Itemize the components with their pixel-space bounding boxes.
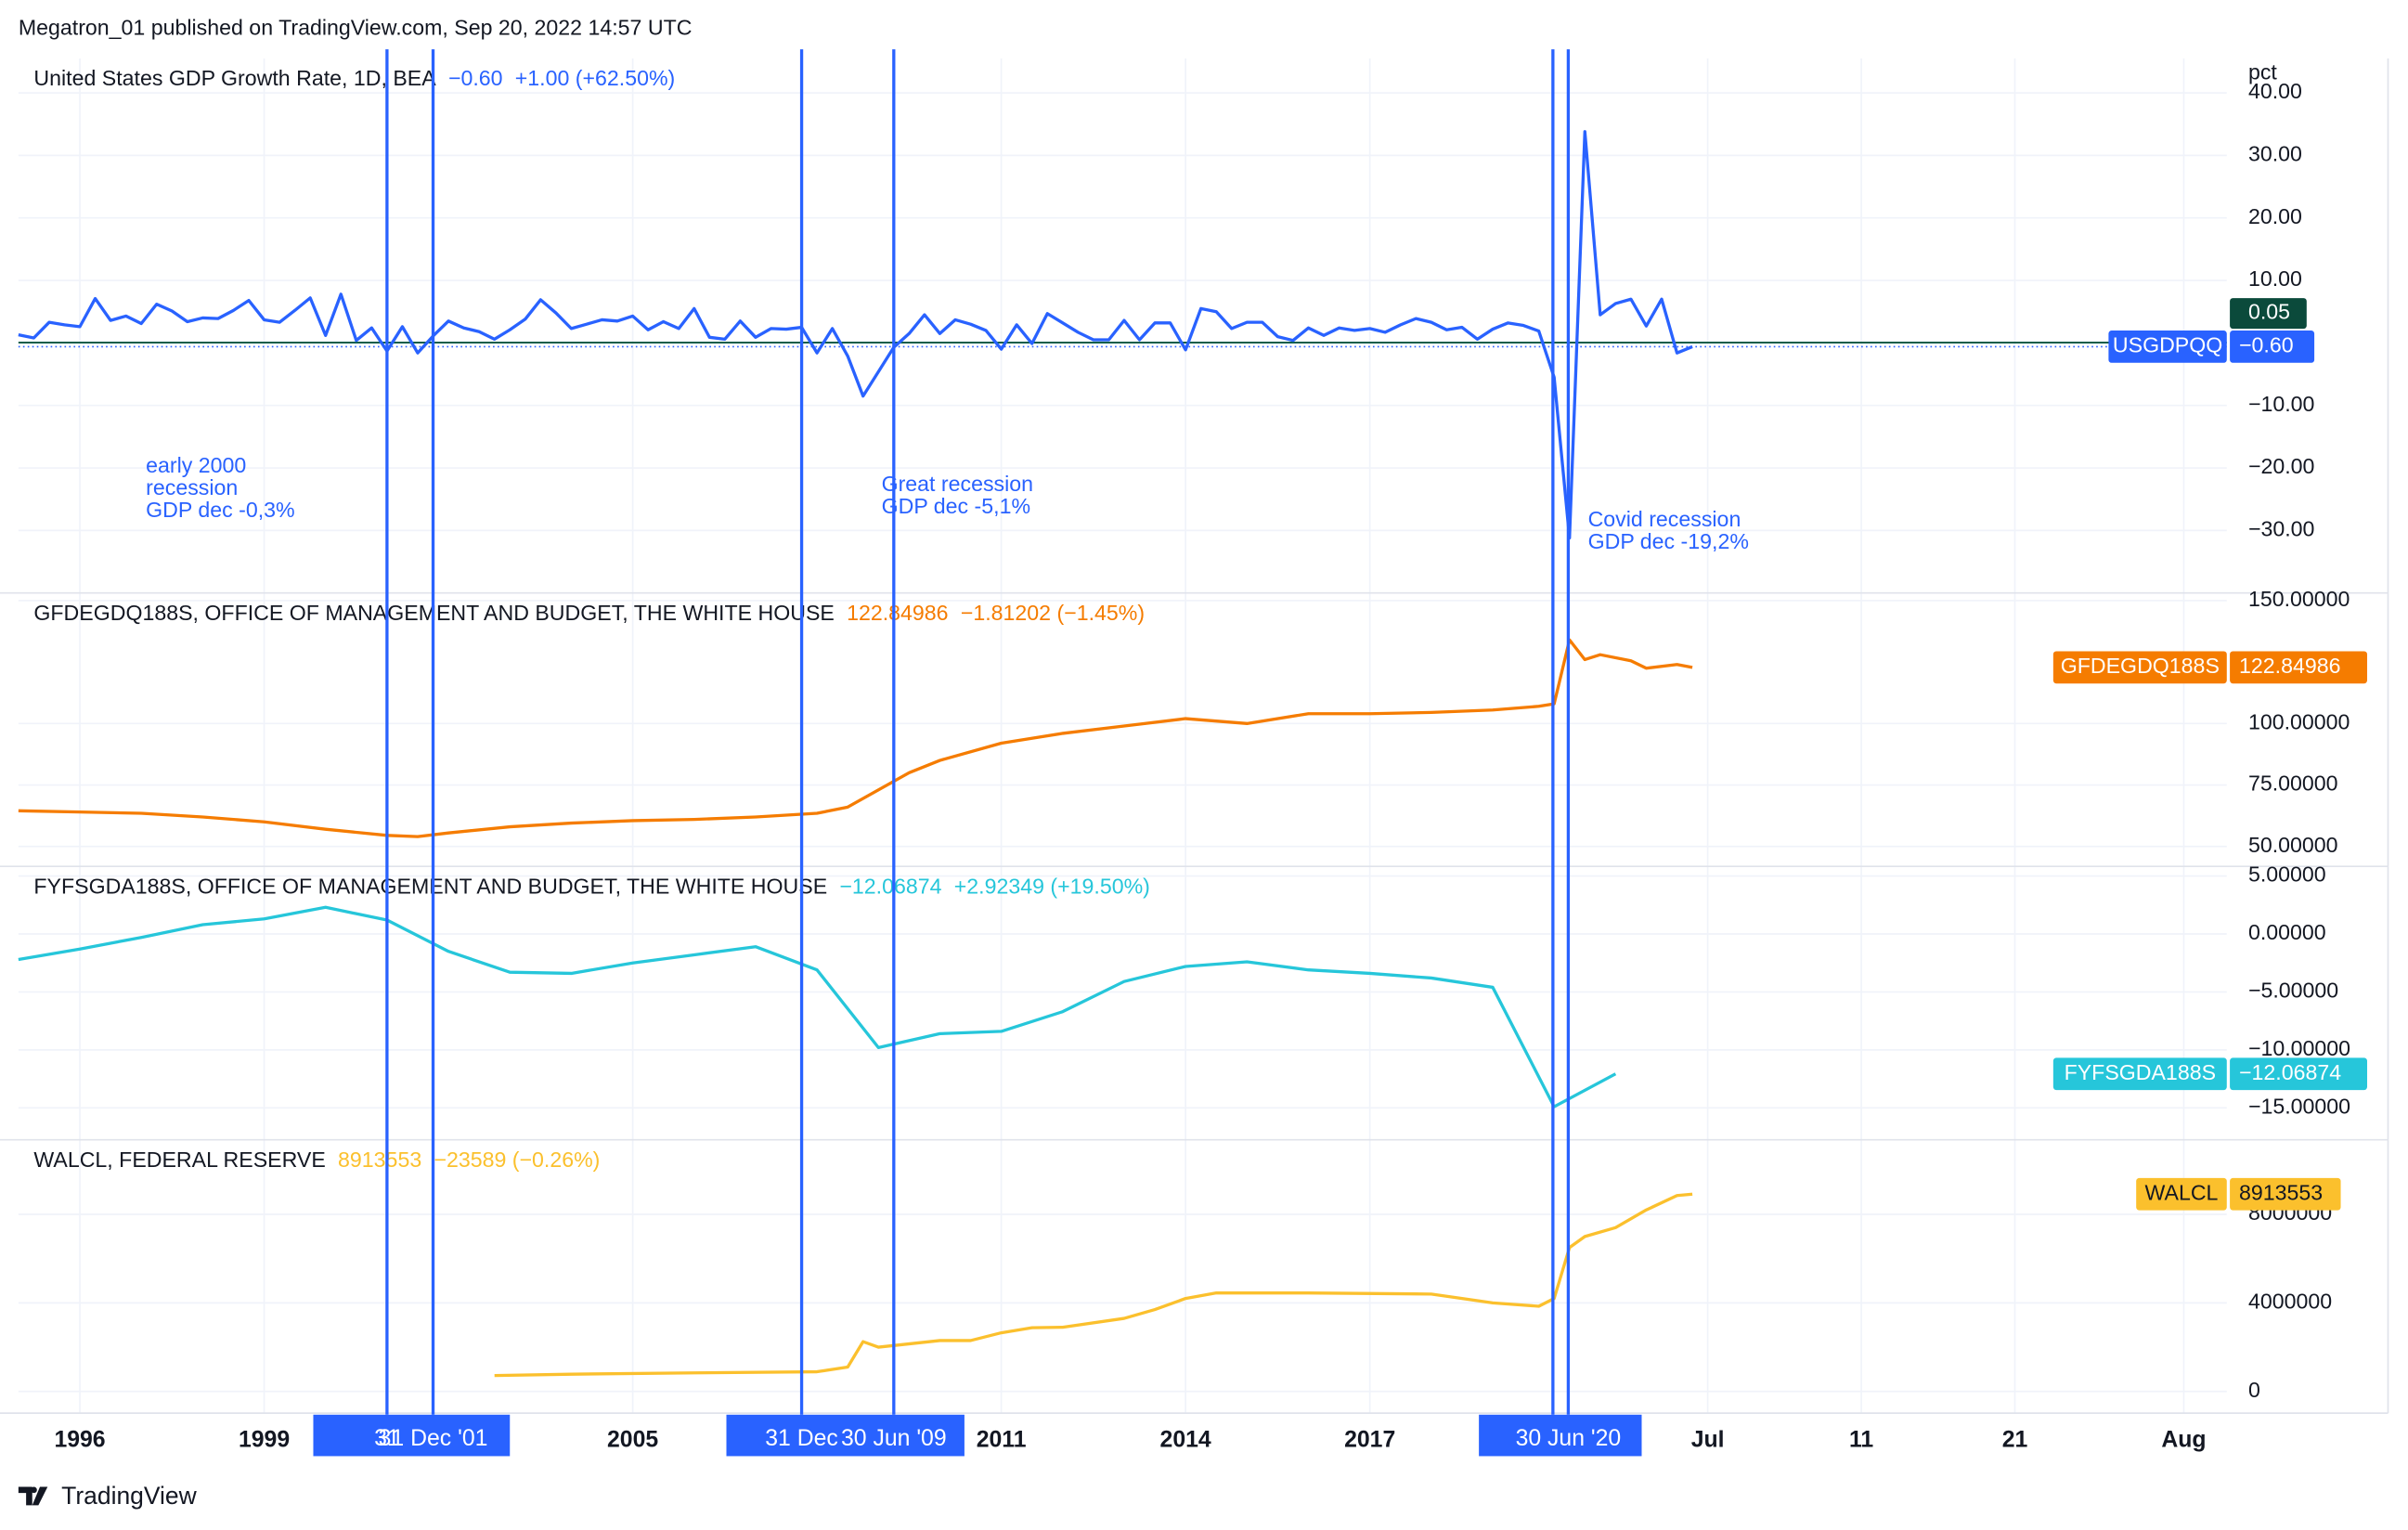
y-tick-label: 150.00000 — [2248, 587, 2350, 611]
series-line — [494, 1192, 1693, 1378]
y-tick-label: 4000000 — [2248, 1290, 2332, 1314]
legend-last: 122.84986 — [847, 601, 948, 625]
tag-value-bg — [2230, 1057, 2367, 1091]
y-tick-label: −5.00000 — [2248, 979, 2338, 1003]
y-tick-label: 5.00000 — [2248, 862, 2326, 887]
legend: FYFSGDA188S, OFFICE OF MANAGEMENT AND BU… — [33, 874, 1150, 898]
tag-value-bg — [2230, 1177, 2341, 1211]
x-tick-label: Jul — [1691, 1427, 1725, 1452]
legend-change: +2.92349 (+19.50%) — [954, 874, 1150, 898]
y-tick-label: 0 — [2248, 1378, 2260, 1402]
time-marker-label: 30 Jun '09 — [841, 1426, 947, 1451]
y-tick-label: 0.00000 — [2248, 920, 2326, 944]
x-tick-label: 2005 — [607, 1427, 658, 1452]
time-marker-label: 30 Jun '20 — [1516, 1426, 1622, 1451]
y-tick-label: −10.00 — [2248, 392, 2314, 416]
tag-bg — [2108, 331, 2227, 363]
y-tick-label: −15.00000 — [2248, 1094, 2350, 1118]
legend-last: −12.06874 — [839, 874, 941, 898]
legend: WALCL, FEDERAL RESERVE 8913553 −23589 (−0.… — [33, 1148, 600, 1172]
time-marker-label: 31 Dec — [765, 1426, 838, 1451]
tag-bg — [2052, 651, 2227, 684]
time-marker-label: 31 — [374, 1426, 400, 1451]
tag-bg — [2136, 1177, 2227, 1211]
y-tick-label: −30.00 — [2248, 517, 2314, 541]
tag-bg — [2052, 1057, 2227, 1091]
tag-value: −0.60 — [2239, 333, 2294, 357]
series-tag: USGDPQQ — [2113, 333, 2222, 357]
x-tick-label: 2014 — [1160, 1427, 1211, 1452]
legend: GFDEGDQ188S, OFFICE OF MANAGEMENT AND BU… — [33, 601, 1145, 625]
series-line — [18, 905, 1617, 1109]
x-tick-label: 11 — [1849, 1427, 1873, 1452]
marker-label-bg — [726, 1414, 964, 1457]
y-tick-label: 20.00 — [2248, 204, 2302, 228]
legend-change: −23589 (−0.26%) — [434, 1148, 600, 1172]
marker-label-bg — [313, 1414, 511, 1457]
level-tag-bg — [2230, 298, 2307, 330]
time-marker-label: 31 Dec '01 — [379, 1426, 488, 1451]
annotation: GDP dec -19,2% — [1588, 529, 1749, 553]
annotation: GDP dec -0,3% — [146, 498, 294, 522]
legend-title: FYFSGDA188S, OFFICE OF MANAGEMENT AND BU… — [33, 874, 827, 898]
unit-label: pct — [2248, 60, 2277, 84]
legend-title: United States GDP Growth Rate, 1D, BEA — [33, 66, 436, 90]
footer: TradingView — [61, 1482, 197, 1510]
logo-mark — [18, 1486, 48, 1506]
y-tick-label: 50.00000 — [2248, 833, 2338, 857]
legend: United States GDP Growth Rate, 1D, BEA −0… — [33, 66, 675, 90]
y-tick-label: 10.00 — [2248, 266, 2302, 291]
annotation: Great recession — [882, 472, 1033, 496]
tag-value: 8913553 — [2239, 1180, 2323, 1204]
level-tag: 0.05 — [2248, 300, 2290, 324]
x-tick-label: 21 — [2002, 1427, 2028, 1452]
series-tag: WALCL — [2145, 1180, 2219, 1204]
legend-last: 8913553 — [338, 1148, 421, 1172]
legend-last: −0.60 — [448, 66, 503, 90]
annotation: Covid recession — [1588, 507, 1741, 531]
legend-title: WALCL, FEDERAL RESERVE — [33, 1148, 325, 1172]
tag-value: 122.84986 — [2239, 654, 2340, 678]
x-tick-label: 2017 — [1344, 1427, 1395, 1452]
x-tick-label: 2011 — [977, 1427, 1027, 1452]
series-tag: GFDEGDQ188S — [2061, 654, 2220, 678]
x-tick-label: 1996 — [54, 1427, 105, 1452]
series-line — [18, 130, 1693, 540]
grid — [18, 58, 2227, 1414]
y-tick-label: −20.00 — [2248, 454, 2314, 478]
y-tick-label: 40.00 — [2248, 79, 2302, 103]
y-tick-label: −10.00000 — [2248, 1036, 2350, 1060]
series-tag: FYFSGDA188S — [2065, 1060, 2216, 1084]
tag-value-bg — [2230, 651, 2367, 684]
legend-change: +1.00 (+62.50%) — [515, 66, 676, 90]
tv-logo: TradingView — [18, 1482, 198, 1510]
header: Megatron_01 published on TradingView.com… — [19, 16, 693, 40]
marker-label-bg — [1479, 1414, 1642, 1457]
y-tick-label: 75.00000 — [2248, 771, 2338, 796]
x-tick-label: Aug — [2161, 1427, 2206, 1452]
annotation: early 2000 — [146, 453, 246, 477]
legend-change: −1.81202 (−1.45%) — [961, 601, 1145, 625]
x-tick-label: 1999 — [239, 1427, 290, 1452]
annotation: GDP dec -5,1% — [882, 494, 1030, 518]
tag-value-bg — [2230, 331, 2315, 363]
y-tick-label: 30.00 — [2248, 141, 2302, 165]
annotation: recession — [146, 475, 238, 499]
y-tick-label: 100.00000 — [2248, 709, 2350, 733]
tag-value: −12.06874 — [2239, 1060, 2341, 1084]
